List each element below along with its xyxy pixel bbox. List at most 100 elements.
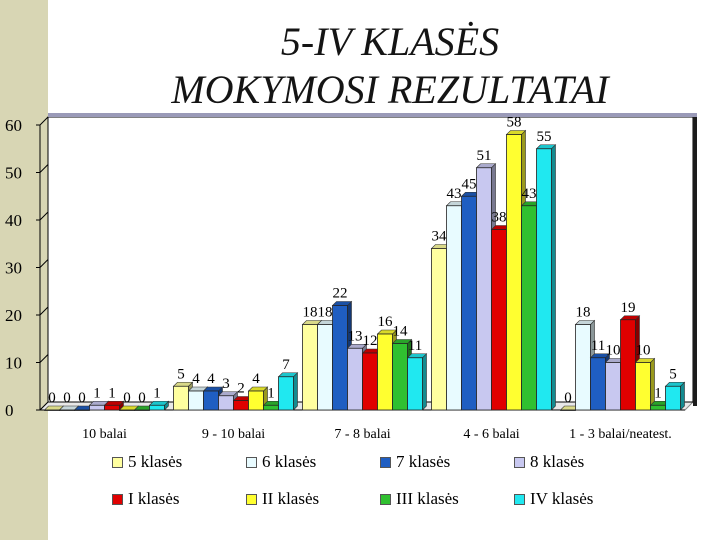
legend-swatch <box>246 456 257 468</box>
data-label: 0 <box>48 390 56 406</box>
bar <box>392 343 408 411</box>
legend-label: 8 klasės <box>530 452 585 471</box>
bar <box>407 357 423 411</box>
data-label: 5 <box>177 366 185 382</box>
bar <box>119 409 135 411</box>
data-label: 14 <box>393 324 409 340</box>
data-label: 4 <box>192 371 200 387</box>
bar <box>263 404 279 411</box>
data-label: 58 <box>507 115 522 131</box>
data-label: 0 <box>564 390 572 406</box>
bar <box>491 229 507 411</box>
legend-item: 5 klasės <box>112 452 182 472</box>
y-tick-depth <box>39 259 49 268</box>
bar <box>188 390 204 411</box>
bar <box>536 148 552 411</box>
y-tick-label: 60 <box>5 116 22 135</box>
x-category-label: 4 - 6 balai <box>463 427 519 442</box>
bar <box>134 409 150 411</box>
data-label: 0 <box>78 390 86 406</box>
data-label: 1 <box>108 385 116 401</box>
y-tick-depth <box>39 116 49 126</box>
bar <box>446 205 462 411</box>
bar-side <box>293 372 298 411</box>
bar <box>74 409 90 411</box>
bar-side <box>680 381 685 411</box>
y-tick-depth <box>39 401 49 411</box>
data-label: 0 <box>123 390 131 406</box>
y-tick-label: 40 <box>5 211 22 230</box>
chart-title-line-1: 5-IV KLASĖS <box>280 19 500 64</box>
bar <box>59 409 75 411</box>
legend-item: III klasės <box>380 489 459 509</box>
bar <box>347 347 363 411</box>
bar <box>620 319 636 411</box>
data-label: 0 <box>63 390 71 406</box>
data-label: 18 <box>318 305 333 321</box>
bar <box>317 324 333 411</box>
bar <box>605 362 621 411</box>
bar <box>248 390 264 411</box>
legend-swatch <box>380 456 391 468</box>
x-category-label: 7 - 8 balai <box>334 427 390 442</box>
data-label: 11 <box>408 338 422 354</box>
data-label: 3 <box>222 376 230 392</box>
y-tick-depth <box>39 354 49 363</box>
bar <box>506 134 522 411</box>
bar-side <box>551 144 556 411</box>
data-label: 11 <box>591 338 605 354</box>
legend-item: 7 klasės <box>380 452 450 472</box>
legend-label: 6 klasės <box>262 452 317 471</box>
data-label: 4 <box>252 371 260 387</box>
bar <box>278 376 294 411</box>
y-tick-label: 0 <box>5 401 14 420</box>
bar <box>233 400 249 411</box>
legend-label: II klasės <box>262 489 320 508</box>
bar <box>377 333 393 411</box>
bar <box>650 404 666 411</box>
bar <box>149 404 165 411</box>
chart-title-line-2: MOKYMOSI REZULTATAI <box>171 67 609 112</box>
chart-legend: 5 klasės 6 klasės 7 klasės 8 klasės I klasės… <box>112 452 712 532</box>
data-label: 1 <box>654 385 662 401</box>
bar <box>89 404 105 411</box>
legend-label: IV klasės <box>530 489 594 508</box>
bar <box>635 362 651 411</box>
data-label: 1 <box>267 385 275 401</box>
bar <box>302 324 318 411</box>
data-label: 38 <box>492 210 507 226</box>
legend-label: III klasės <box>396 489 459 508</box>
data-label: 10 <box>606 343 621 359</box>
data-label: 1 <box>153 385 161 401</box>
data-label: 10 <box>636 343 651 359</box>
legend-swatch <box>246 493 257 505</box>
bar <box>461 195 477 411</box>
bar <box>203 390 219 411</box>
bar <box>332 305 348 411</box>
legend-swatch <box>514 456 525 468</box>
legend-swatch <box>112 493 123 505</box>
data-label: 18 <box>303 305 318 321</box>
legend-swatch <box>112 456 123 468</box>
plot-area-shadow-top <box>48 113 697 117</box>
bar <box>665 385 681 411</box>
data-label: 51 <box>477 148 492 164</box>
legend-swatch <box>380 493 391 505</box>
data-label: 55 <box>537 129 552 145</box>
data-label: 1 <box>93 385 101 401</box>
legend-item: II klasės <box>246 489 319 509</box>
data-label: 0 <box>138 390 146 406</box>
plot-area-shadow-right <box>693 117 697 406</box>
bar <box>521 205 537 411</box>
x-category-label: 1 - 3 balai/neatest. <box>569 427 672 442</box>
data-label: 43 <box>447 186 462 202</box>
legend-swatch <box>514 493 525 505</box>
bar-side <box>422 353 427 411</box>
x-category-label: 10 balai <box>82 427 127 442</box>
data-label: 7 <box>282 357 290 373</box>
data-label: 5 <box>669 366 677 382</box>
legend-item: IV klasės <box>514 489 593 509</box>
y-tick-depth <box>39 306 49 316</box>
data-label: 45 <box>462 176 477 192</box>
y-tick-label: 30 <box>5 259 22 278</box>
